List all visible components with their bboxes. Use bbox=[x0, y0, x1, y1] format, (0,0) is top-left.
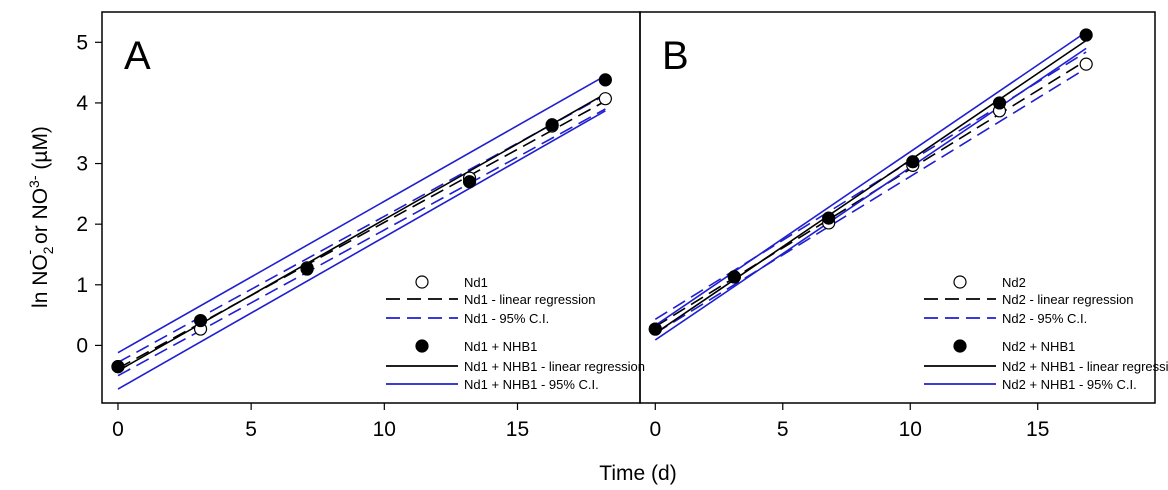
series-line-b-2-lower bbox=[654, 67, 1087, 334]
panel-b: 0 5 10 15 B Nd2 Nd2 - linear regression Nd2 - 9… bbox=[639, 11, 1168, 441]
y-tick-label-0: 0 bbox=[76, 334, 88, 357]
panel-letter-a: A bbox=[124, 34, 151, 78]
data-point-a-3-3 bbox=[462, 175, 477, 189]
legend-marker-b-3 bbox=[953, 339, 967, 353]
series-line-a-1 bbox=[117, 100, 606, 370]
legend-label-a-1: Nd1 - linear regression bbox=[464, 292, 596, 307]
legend-marker-a-3 bbox=[415, 339, 429, 353]
x-axis-title: Time (d) bbox=[599, 462, 676, 485]
data-point-a-3-5 bbox=[598, 73, 612, 87]
y-tick-label-4: 4 bbox=[76, 92, 88, 115]
x-tick-label-a-10: 10 bbox=[373, 418, 396, 441]
data-point-b-3-0 bbox=[648, 322, 662, 336]
x-tick-label-a-5: 5 bbox=[245, 418, 257, 441]
y-tick-label-3: 3 bbox=[76, 153, 88, 176]
legend-label-a-4: Nd1 + NHB1 - linear regression bbox=[464, 359, 645, 374]
y-tick-label-2: 2 bbox=[76, 213, 88, 236]
x-tick-label-b-15: 15 bbox=[1026, 418, 1049, 441]
data-point-b-3-4 bbox=[992, 96, 1007, 110]
legend-marker-a-0 bbox=[415, 275, 429, 289]
legend-label-b-0: Nd2 bbox=[1002, 275, 1026, 290]
y-tick-label-5: 5 bbox=[76, 31, 88, 54]
data-point-a-0-5 bbox=[598, 92, 612, 106]
legend-label-b-1: Nd2 - linear regression bbox=[1002, 292, 1134, 307]
data-point-a-3-4 bbox=[545, 118, 559, 132]
legend-marker-b-0 bbox=[953, 275, 967, 289]
data-point-a-3-1 bbox=[193, 313, 208, 328]
legend-label-a-3: Nd1 + NHB1 bbox=[464, 339, 537, 354]
series-line-b-4 bbox=[654, 39, 1087, 334]
x-tick-label-b-5: 5 bbox=[777, 418, 789, 441]
legend-label-b-2: Nd2 - 95% C.I. bbox=[1002, 311, 1087, 326]
series-line-a-2-lower bbox=[117, 108, 606, 377]
panel-letter-b: B bbox=[662, 34, 689, 78]
data-point-b-3-1 bbox=[727, 270, 741, 284]
legend-label-b-5: Nd2 + NHB1 - 95% C.I. bbox=[1002, 377, 1137, 392]
data-point-b-3-3 bbox=[906, 155, 920, 169]
legend-label-b-4: Nd2 + NHB1 - linear regression bbox=[1002, 359, 1168, 374]
legend-label-a-0: Nd1 bbox=[464, 275, 488, 290]
data-point-b-0-5 bbox=[1079, 57, 1093, 71]
y-axis-title: ln NO2- or NO3- (µM) bbox=[21, 126, 56, 308]
series-line-a-5-upper bbox=[117, 74, 606, 354]
x-tick-label-b-0: 0 bbox=[649, 418, 661, 441]
panel-a: 0 5 10 15 0 1 2 3 4 5 A Nd1 Nd1 - linear regression N… bbox=[76, 11, 645, 441]
legend-label-a-2: Nd1 - 95% C.I. bbox=[464, 311, 549, 326]
data-point-b-3-2 bbox=[822, 211, 836, 225]
y-tick-label-1: 1 bbox=[76, 274, 88, 297]
data-point-a-3-2 bbox=[300, 262, 314, 276]
legend-label-b-3: Nd2 + NHB1 bbox=[1002, 339, 1075, 354]
series-line-b-5-upper bbox=[654, 31, 1087, 327]
series-line-a-4 bbox=[117, 93, 606, 372]
series-line-b-5-lower bbox=[654, 47, 1087, 341]
data-point-a-3-0 bbox=[111, 360, 125, 374]
series-line-a-5-lower bbox=[117, 110, 606, 390]
data-point-b-3-5 bbox=[1079, 28, 1093, 42]
legend-label-a-5: Nd1 + NHB1 - 95% C.I. bbox=[464, 377, 599, 392]
plot-frame-b bbox=[639, 11, 1156, 404]
x-tick-label-a-0: 0 bbox=[112, 418, 124, 441]
plot-frame-a bbox=[101, 11, 641, 404]
x-tick-label-a-15: 15 bbox=[506, 418, 529, 441]
x-tick-label-b-10: 10 bbox=[899, 418, 922, 441]
